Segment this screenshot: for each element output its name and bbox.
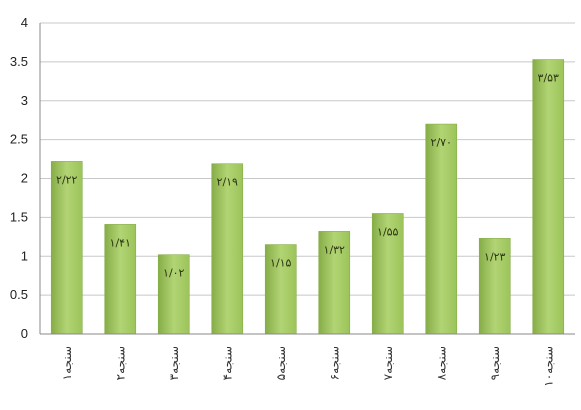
y-tick-label: 4	[21, 15, 28, 30]
y-tick-label: 0	[21, 326, 28, 341]
bar	[425, 123, 458, 335]
data-label: ۱/۴۱	[110, 236, 131, 249]
data-label: ۱/۳۲	[324, 243, 346, 256]
bar	[104, 224, 137, 335]
x-tick-label: سنجه۷	[381, 346, 395, 380]
bar	[532, 59, 565, 335]
bar	[318, 231, 351, 335]
x-tick-label: سنجه۳	[167, 346, 181, 380]
x-tick-label: سنجه۹	[488, 346, 502, 380]
x-tick-label: سنجه۸	[434, 346, 448, 380]
data-label: ۱/۵۵	[377, 225, 399, 238]
data-label: ۳/۵۳	[538, 72, 560, 85]
axes	[39, 23, 575, 335]
y-axis-ticks: 0 0.5 1 1.5 2 2.5 3 3.5 4	[10, 15, 28, 341]
data-label: ۲/۲۲	[56, 173, 78, 186]
y-tick-label: 1	[21, 248, 28, 263]
x-tick-label: سنجه۶	[327, 346, 341, 380]
data-label: ۲/۱۹	[217, 176, 239, 189]
y-tick-label: 3.5	[10, 54, 28, 69]
bar	[371, 213, 404, 335]
bar	[157, 254, 190, 335]
data-label: ۱/۱۵	[270, 257, 292, 270]
bar	[211, 163, 244, 335]
data-labels: ۲/۲۲ ۱/۴۱ ۱/۰۲ ۲/۱۹ ۱/۱۵ ۱/۳۲ ۱/۵۵ ۲/۷۰ ۱/۲۳ ۳/۵۳	[56, 72, 559, 280]
data-label: ۲/۷۰	[431, 136, 452, 149]
y-tick-label: 3	[21, 93, 28, 108]
x-tick-label: سنجه۱	[60, 346, 74, 380]
x-tick-label: سنجه۵	[274, 346, 288, 380]
bars	[50, 59, 565, 335]
x-tick-label: سنجه۴	[220, 346, 234, 380]
y-tick-label: 2	[21, 171, 28, 186]
data-label: ۱/۰۲	[163, 267, 185, 280]
x-tick-label: سنجه۱۰	[541, 346, 555, 387]
bar	[264, 244, 297, 335]
bar	[50, 161, 83, 335]
x-axis-ticks: سنجه۱ سنجه۲ سنجه۳ سنجه۴ سنجه۵ سنجه۶ سنجه۷ سنجه۸…	[60, 346, 556, 387]
y-tick-label: 1.5	[10, 209, 28, 224]
y-tick-label: 0.5	[10, 287, 28, 302]
data-label: ۱/۲۳	[484, 250, 506, 263]
y-tick-label: 2.5	[10, 132, 28, 147]
x-tick-label: سنجه۲	[113, 346, 127, 380]
